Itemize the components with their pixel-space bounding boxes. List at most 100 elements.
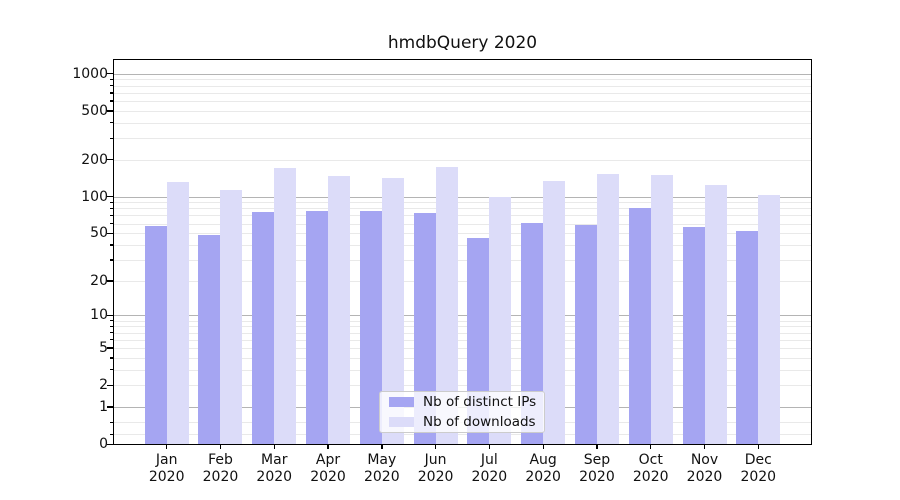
y-tick-label-1000: 1000 <box>72 65 108 82</box>
y-tick-label-1: 1 <box>99 398 108 415</box>
x-tick-label-jul: Jul 2020 <box>471 452 508 485</box>
bar-ips-oct <box>628 208 651 444</box>
bar-ips-may <box>359 211 382 444</box>
gridline-60 <box>114 223 811 225</box>
y-tick-mark-20 <box>107 280 114 282</box>
gridline-8 <box>114 326 811 328</box>
x-tick-mark-aug <box>542 444 544 449</box>
y-minor-tick-30 <box>110 259 114 261</box>
x-tick-label-may: May 2020 <box>363 452 400 485</box>
y-tick-mark-5 <box>107 347 114 349</box>
x-tick-label-jun: Jun 2020 <box>417 452 454 485</box>
y-tick-label-100: 100 <box>81 188 108 205</box>
y-minor-tick-3 <box>110 369 114 371</box>
x-tick-mark-sep <box>596 444 598 449</box>
gridline-200 <box>114 159 811 161</box>
y-tick-mark-10 <box>107 314 114 317</box>
y-minor-tick-0.2 <box>110 433 114 436</box>
y-minor-tick-600 <box>110 100 114 102</box>
y-minor-tick-40 <box>110 244 114 246</box>
x-tick-mark-mar <box>273 444 275 449</box>
y-minor-tick-900 <box>110 78 114 81</box>
legend: Nb of distinct IPs Nb of downloads <box>379 391 545 433</box>
bar-ips-dec <box>736 231 759 444</box>
legend-swatch-downloads <box>389 417 414 427</box>
gridline-30 <box>114 259 811 261</box>
bar-ips-jun <box>413 213 436 444</box>
y-tick-mark-100 <box>107 196 114 198</box>
bar-downloads-apr <box>328 175 351 444</box>
gridline-600 <box>114 100 811 102</box>
y-minor-tick-4 <box>110 357 114 359</box>
y-minor-tick-8 <box>110 325 114 327</box>
y-tick-label-2: 2 <box>99 377 108 394</box>
legend-label-distinct-ips: Nb of distinct IPs <box>423 394 537 410</box>
gridline-6 <box>114 339 811 341</box>
gridline-9 <box>114 320 811 322</box>
gridline-50 <box>114 233 811 235</box>
bar-ips-nov <box>682 227 705 444</box>
x-tick-label-oct: Oct 2020 <box>632 452 669 485</box>
gridline-5 <box>114 347 811 349</box>
x-tick-label-feb: Feb 2020 <box>202 452 239 485</box>
y-tick-label-50: 50 <box>90 225 108 242</box>
x-tick-mark-may <box>381 444 383 449</box>
gridline-500 <box>114 110 811 112</box>
x-tick-label-nov: Nov 2020 <box>686 452 723 485</box>
bar-ips-sep <box>574 225 597 444</box>
x-tick-mark-jul <box>488 444 491 449</box>
gridline-10 <box>114 315 811 317</box>
bar-ips-feb <box>198 235 221 444</box>
y-minor-tick-90 <box>110 201 114 203</box>
y-tick-mark-1000 <box>107 73 114 75</box>
x-tick-label-mar: Mar 2020 <box>256 452 293 485</box>
bar-downloads-sep <box>596 173 619 444</box>
y-minor-tick-9 <box>110 320 114 322</box>
bar-downloads-may <box>381 177 404 444</box>
y-tick-mark-500 <box>107 110 114 112</box>
bar-downloads-feb <box>220 190 243 444</box>
y-minor-tick-800 <box>110 85 114 87</box>
y-tick-mark-50 <box>107 232 114 235</box>
y-tick-mark-0 <box>107 443 114 445</box>
x-tick-label-sep: Sep 2020 <box>579 452 615 485</box>
gridline-400 <box>114 122 811 124</box>
x-tick-mark-apr <box>327 444 329 449</box>
y-tick-mark-1 <box>107 406 114 408</box>
bar-downloads-oct <box>650 175 673 444</box>
y-minor-tick-400 <box>110 122 114 124</box>
x-tick-mark-dec <box>757 444 759 449</box>
bar-ips-aug <box>521 222 544 444</box>
x-tick-label-dec: Dec 2020 <box>740 452 777 485</box>
y-tick-label-5: 5 <box>99 339 108 356</box>
gridline-700 <box>114 92 811 94</box>
x-tick-mark-jun <box>435 444 437 449</box>
gridline-7 <box>114 332 811 334</box>
y-minor-tick-7 <box>110 332 114 334</box>
plot-area: Dec 2020 Nov 2020 Oct 2020 Sep 2020 Aug 2020… <box>72 59 812 485</box>
x-tick-label-apr: Apr 2020 <box>310 452 346 485</box>
y-tick-mark-200 <box>107 159 114 161</box>
gridline-20 <box>114 280 811 282</box>
bar-downloads-mar <box>274 168 297 444</box>
x-tick-mark-oct <box>650 444 652 449</box>
gridline-2 <box>114 385 811 387</box>
y-tick-label-0: 0 <box>99 436 108 452</box>
bar-ips-apr <box>306 211 329 444</box>
chart-title: hmdbQuery 2020 <box>387 33 538 53</box>
legend-item-distinct-ips: Nb of distinct IPs <box>389 394 537 410</box>
gridline-4 <box>114 357 811 359</box>
x-tick-label-jan: Jan 2020 <box>148 452 185 485</box>
gridline-80 <box>114 208 811 210</box>
gridline-800 <box>114 85 811 87</box>
y-minor-tick-70 <box>110 214 114 217</box>
bar-downloads-nov <box>704 184 727 444</box>
bar-downloads-jul <box>489 196 512 444</box>
legend-label-downloads: Nb of downloads <box>423 414 536 430</box>
gridline-90 <box>114 202 811 204</box>
y-tick-mark-2 <box>107 384 114 386</box>
x-tick-mark-jan <box>166 444 168 449</box>
bar-ips-mar <box>252 211 275 444</box>
gridline-70 <box>114 215 811 217</box>
